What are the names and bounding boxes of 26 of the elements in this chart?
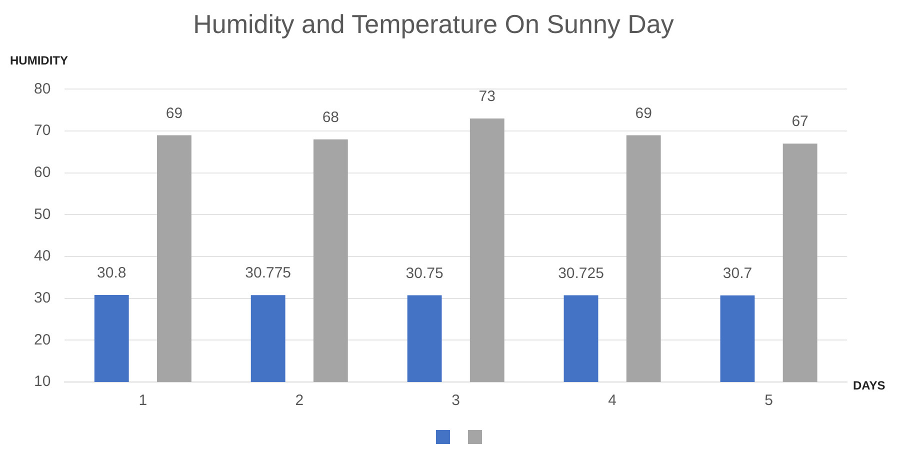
data-label: 67	[792, 113, 808, 130]
y-tick-label: 40	[34, 248, 51, 265]
x-axis-title: DAYS	[853, 378, 886, 392]
data-label: 73	[478, 88, 496, 106]
y-tick-label: 80	[34, 80, 51, 98]
x-tick-label: 3	[452, 392, 460, 410]
data-label: 30.725	[558, 264, 604, 282]
x-tick-label: 5	[764, 392, 773, 410]
y-tick-label: 50	[34, 206, 51, 223]
y-axis-title: HUMIDITY	[10, 54, 68, 68]
x-tick-label: 1	[138, 392, 148, 410]
data-label: 30.75	[406, 264, 444, 282]
y-tick-label: 60	[34, 164, 51, 181]
data-label: 68	[322, 109, 340, 126]
data-label: 69	[166, 104, 183, 122]
x-tick-label: 4	[608, 392, 616, 410]
y-tick-label: 20	[34, 331, 51, 348]
data-label: 30.8	[97, 264, 126, 282]
y-tick-label: 10	[34, 373, 51, 390]
data-label: 30.775	[245, 264, 292, 282]
data-label: 69	[635, 104, 652, 122]
y-tick-label: 70	[34, 122, 51, 140]
chart-title: Humidity and Temperature On Sunny Day	[193, 8, 674, 39]
y-tick-label: 30	[34, 289, 51, 306]
data-label: 30.7	[722, 265, 752, 282]
x-tick-label: 2	[295, 392, 304, 410]
